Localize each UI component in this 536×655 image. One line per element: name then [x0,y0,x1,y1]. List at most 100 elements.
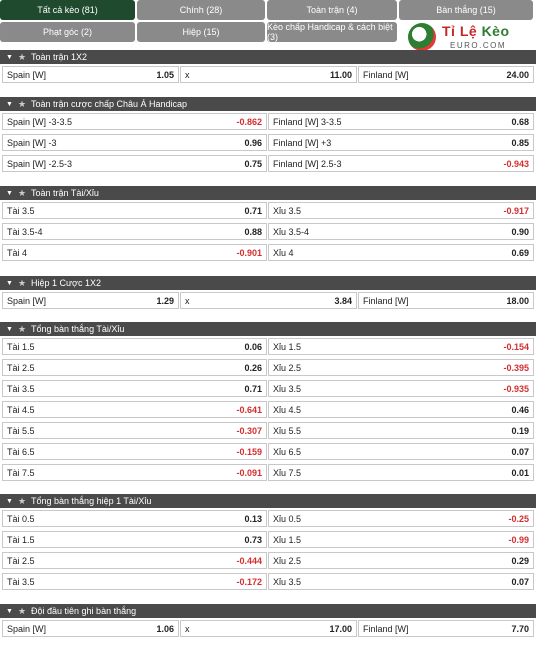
odds-value: 0.06 [244,341,262,352]
odds-cell[interactable]: Xỉu 1.5 -0.99 [268,531,534,548]
caret-down-icon[interactable]: ▼ [6,53,13,61]
selection-label: Tài 3.5 [7,205,35,216]
odds-cell[interactable]: Tài 3.5-4 0.88 [2,223,267,240]
odds-cell[interactable]: Finland [W] +3 0.85 [268,134,534,151]
odds-cell[interactable]: Xỉu 2.5 -0.395 [268,359,534,376]
tab-all[interactable]: Tất cả kèo (81) [0,0,135,20]
selection-label: Xỉu 3.5 [273,576,302,587]
odds-cell[interactable]: Finland [W] 24.00 [358,66,534,83]
site-logo[interactable]: Tỉ Lệ Kèo EURO.COM [402,19,532,51]
odds-cell[interactable]: Xỉu 5.5 0.19 [268,422,534,439]
odds-cell[interactable]: Tài 7.5 -0.091 [2,464,267,481]
odds-cell[interactable]: Tài 4 -0.901 [2,244,267,261]
star-icon[interactable]: ★ [17,277,27,288]
selection-label: Tài 1.5 [7,341,35,352]
tab-handicap[interactable]: Kèo chấp Handicap & cách biệt (3) [267,22,397,42]
odds-value: -0.307 [236,425,262,436]
tab-half[interactable]: Hiệp (15) [137,22,265,42]
odds-row: Tài 1.5 0.06 Xỉu 1.5 -0.154 [0,336,536,357]
section-header[interactable]: ▼ ★ Tổng bàn thắng Tài/Xỉu [0,322,536,336]
odds-cell[interactable]: Tài 3.5 0.71 [2,202,267,219]
tab-main[interactable]: Chính (28) [137,0,265,20]
section-header[interactable]: ▼ ★ Toàn trận 1X2 [0,50,536,64]
logo-subtitle: EURO.COM [450,41,506,50]
selection-label: Spain [W] [7,69,47,80]
section-header[interactable]: ▼ ★ Toàn trận Tài/Xỉu [0,186,536,200]
odds-row: Tài 3.5 0.71 Xỉu 3.5 -0.935 [0,378,536,399]
odds-value: -0.091 [236,467,262,478]
odds-cell[interactable]: Finland [W] 2.5-3 -0.943 [268,155,534,172]
odds-cell[interactable]: x 17.00 [180,620,357,637]
odds-cell[interactable]: Xỉu 3.5 -0.917 [268,202,534,219]
odds-cell[interactable]: x 11.00 [180,66,357,83]
odds-cell[interactable]: Xỉu 0.5 -0.25 [268,510,534,527]
caret-down-icon[interactable]: ▼ [6,325,13,333]
odds-cell[interactable]: Finland [W] 7.70 [358,620,534,637]
selection-label: Tài 3.5 [7,576,35,587]
caret-down-icon[interactable]: ▼ [6,607,13,615]
market-section: ▼ ★ Đội đầu tiên ghi bàn thắng Spain [W] 1.0… [0,604,536,639]
selection-label: Xỉu 1.5 [273,534,302,545]
odds-cell[interactable]: Finland [W] 18.00 [358,292,534,309]
odds-cell[interactable]: Spain [W] -3 0.96 [2,134,267,151]
odds-cell[interactable]: Finland [W] 3-3.5 0.68 [268,113,534,130]
odds-cell[interactable]: Tài 4.5 -0.641 [2,401,267,418]
odds-cell[interactable]: Xỉu 3.5 0.07 [268,573,534,590]
odds-value: 0.73 [244,534,262,545]
selection-label: x [185,623,190,634]
caret-down-icon[interactable]: ▼ [6,279,13,287]
odds-cell[interactable]: Spain [W] 1.29 [2,292,179,309]
odds-cell[interactable]: Xỉu 4 0.69 [268,244,534,261]
odds-value: 3.84 [334,295,352,306]
star-icon[interactable]: ★ [17,98,27,109]
star-icon[interactable]: ★ [17,605,27,616]
odds-cell[interactable]: Xỉu 1.5 -0.154 [268,338,534,355]
odds-cell[interactable]: Xỉu 3.5-4 0.90 [268,223,534,240]
odds-cell[interactable]: Tài 5.5 -0.307 [2,422,267,439]
odds-value: -0.172 [236,576,262,587]
star-icon[interactable]: ★ [17,51,27,62]
selection-label: Finland [W] [363,69,409,80]
star-icon[interactable]: ★ [17,323,27,334]
odds-cell[interactable]: Tài 2.5 0.26 [2,359,267,376]
caret-down-icon[interactable]: ▼ [6,189,13,197]
star-icon[interactable]: ★ [17,187,27,198]
tab-full-match[interactable]: Toàn trận (4) [267,0,397,20]
odds-cell[interactable]: Spain [W] -3-3.5 -0.862 [2,113,267,130]
logo-brand: Tỉ Lệ Kèo [442,23,510,39]
odds-cell[interactable]: Tài 3.5 0.71 [2,380,267,397]
odds-cell[interactable]: Tài 2.5 -0.444 [2,552,267,569]
section-header[interactable]: ▼ ★ Hiệp 1 Cược 1X2 [0,276,536,290]
odds-value: 0.07 [511,446,529,457]
tab-corners[interactable]: Phạt góc (2) [0,22,135,42]
odds-cell[interactable]: Xỉu 2.5 0.29 [268,552,534,569]
caret-down-icon[interactable]: ▼ [6,497,13,505]
odds-row: Spain [W] 1.29 x 3.84 Finland [W] 18.00 [0,290,536,311]
odds-cell[interactable]: x 3.84 [180,292,357,309]
tab-goals[interactable]: Bàn thắng (15) [399,0,533,20]
caret-down-icon[interactable]: ▼ [6,100,13,108]
selection-label: Tài 6.5 [7,446,35,457]
odds-value: 11.00 [329,69,352,80]
odds-cell[interactable]: Spain [W] 1.05 [2,66,179,83]
odds-cell[interactable]: Xỉu 7.5 0.01 [268,464,534,481]
odds-row: Spain [W] -3-3.5 -0.862 Finland [W] 3-3.5 0… [0,111,536,132]
selection-label: Xỉu 3.5 [273,205,302,216]
odds-value: 0.90 [511,226,529,237]
odds-cell[interactable]: Xỉu 3.5 -0.935 [268,380,534,397]
section-header[interactable]: ▼ ★ Đội đầu tiên ghi bàn thắng [0,604,536,618]
section-header[interactable]: ▼ ★ Tổng bàn thắng hiệp 1 Tài/Xỉu [0,494,536,508]
odds-cell[interactable]: Tài 3.5 -0.172 [2,573,267,590]
odds-cell[interactable]: Xỉu 6.5 0.07 [268,443,534,460]
section-header[interactable]: ▼ ★ Toàn trận cược chấp Châu Á Handicap [0,97,536,111]
star-icon[interactable]: ★ [17,495,27,506]
odds-cell[interactable]: Spain [W] 1.06 [2,620,179,637]
selection-label: Xỉu 2.5 [273,555,302,566]
odds-row: Tài 6.5 -0.159 Xỉu 6.5 0.07 [0,441,536,462]
odds-cell[interactable]: Tài 0.5 0.13 [2,510,267,527]
odds-cell[interactable]: Tài 1.5 0.06 [2,338,267,355]
odds-cell[interactable]: Tài 1.5 0.73 [2,531,267,548]
odds-cell[interactable]: Xỉu 4.5 0.46 [268,401,534,418]
odds-cell[interactable]: Tài 6.5 -0.159 [2,443,267,460]
odds-cell[interactable]: Spain [W] -2.5-3 0.75 [2,155,267,172]
